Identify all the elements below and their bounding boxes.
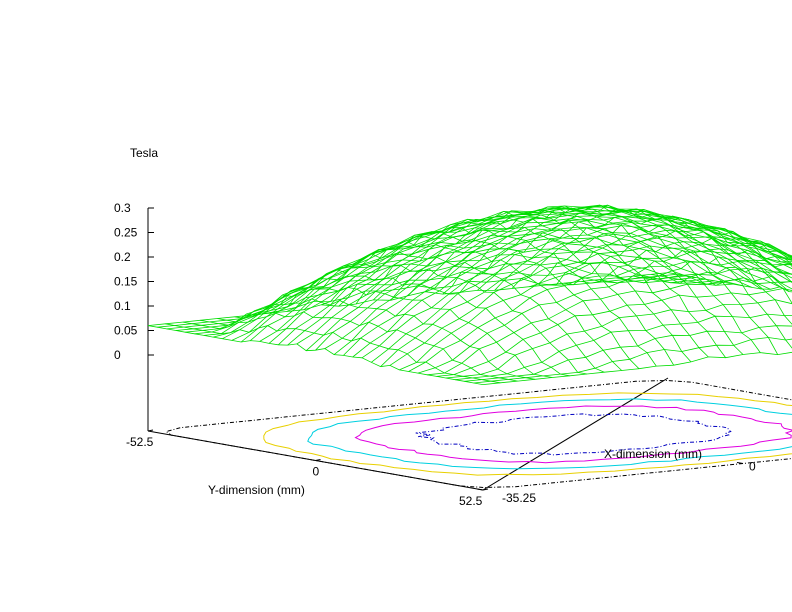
mesh-line-y	[212, 232, 734, 338]
base-edge-right	[482, 377, 669, 491]
mesh-line-y	[278, 204, 792, 346]
z-tick-label: 0.3	[114, 201, 131, 215]
mesh-line-y	[417, 268, 792, 374]
z-tick-label: 0	[114, 348, 121, 362]
contour-level-2	[263, 392, 792, 476]
mesh-line-y	[389, 243, 792, 366]
z-tick-label: 0.1	[114, 299, 131, 313]
mesh-line-x	[199, 298, 536, 380]
mesh-line-y	[352, 217, 792, 358]
contour-lines	[165, 379, 792, 489]
y-axis-label: Y-dimension (mm)	[208, 483, 305, 497]
mesh-line-y	[147, 272, 669, 326]
x-tick-mark	[476, 488, 484, 491]
contour-level-3	[307, 398, 792, 470]
mesh-line-y	[464, 325, 792, 382]
y-tick-label: 0	[313, 465, 320, 479]
mesh-line-y	[371, 229, 792, 363]
x-axis-ticks: -35.25035.25	[476, 460, 756, 505]
x-tick-label: 0	[749, 460, 756, 474]
y-tick-label: -52.5	[126, 435, 154, 449]
mesh-line-y	[166, 271, 687, 330]
contour-level-1	[165, 379, 792, 489]
mesh-line-y	[380, 235, 792, 367]
z-tick-label: 0.25	[114, 226, 138, 240]
x-tick-mark	[736, 462, 744, 464]
mesh-line-y	[436, 288, 792, 377]
mesh-line-x	[303, 233, 640, 369]
z-tick-label: 0.15	[114, 275, 138, 289]
contour-level-4	[354, 405, 792, 464]
mesh-line-y	[250, 212, 771, 341]
mesh-line-y	[408, 261, 792, 372]
mesh-line-y	[343, 215, 792, 356]
mesh-line-y	[240, 217, 762, 343]
x-axis-label: X-dimension (mm)	[604, 447, 702, 461]
y-tick-mark	[147, 429, 154, 432]
mesh-line-y	[259, 207, 780, 342]
z-tick-label: 0.05	[114, 324, 138, 338]
mesh-line-y	[268, 207, 790, 344]
mesh-line-y	[399, 250, 792, 371]
mesh-line-y	[324, 208, 792, 349]
mesh-line-y	[445, 299, 792, 379]
mesh-line-y	[315, 208, 792, 351]
z-axis-ticks: 0 0.05 0.1 0.15 0.2 0.25 0.3	[114, 201, 154, 362]
mesh-line-y	[482, 351, 792, 385]
z-tick-label: 0.2	[114, 250, 131, 264]
mesh-line-y	[194, 248, 715, 335]
y-tick-mark	[315, 459, 321, 461]
mesh-line-y	[473, 337, 792, 384]
mesh-line-y	[185, 254, 706, 333]
mesh-line-y	[222, 227, 743, 340]
mesh-line-x	[147, 325, 484, 385]
y-tick-label: 52.5	[459, 494, 483, 508]
mesh-line-y	[361, 224, 792, 359]
mesh-line-y	[231, 221, 752, 341]
y-tick-mark	[482, 488, 489, 491]
x-tick-label: -35.25	[502, 491, 536, 505]
mesh-line-y	[287, 204, 792, 346]
surface-mesh	[147, 204, 792, 385]
z-axis-label: Tesla	[130, 146, 158, 160]
mesh-line-y	[427, 279, 792, 376]
mesh-line-y	[455, 313, 792, 381]
mesh-line-y	[203, 238, 724, 336]
y-axis-ticks: -52.5 0 52.5	[126, 429, 489, 508]
